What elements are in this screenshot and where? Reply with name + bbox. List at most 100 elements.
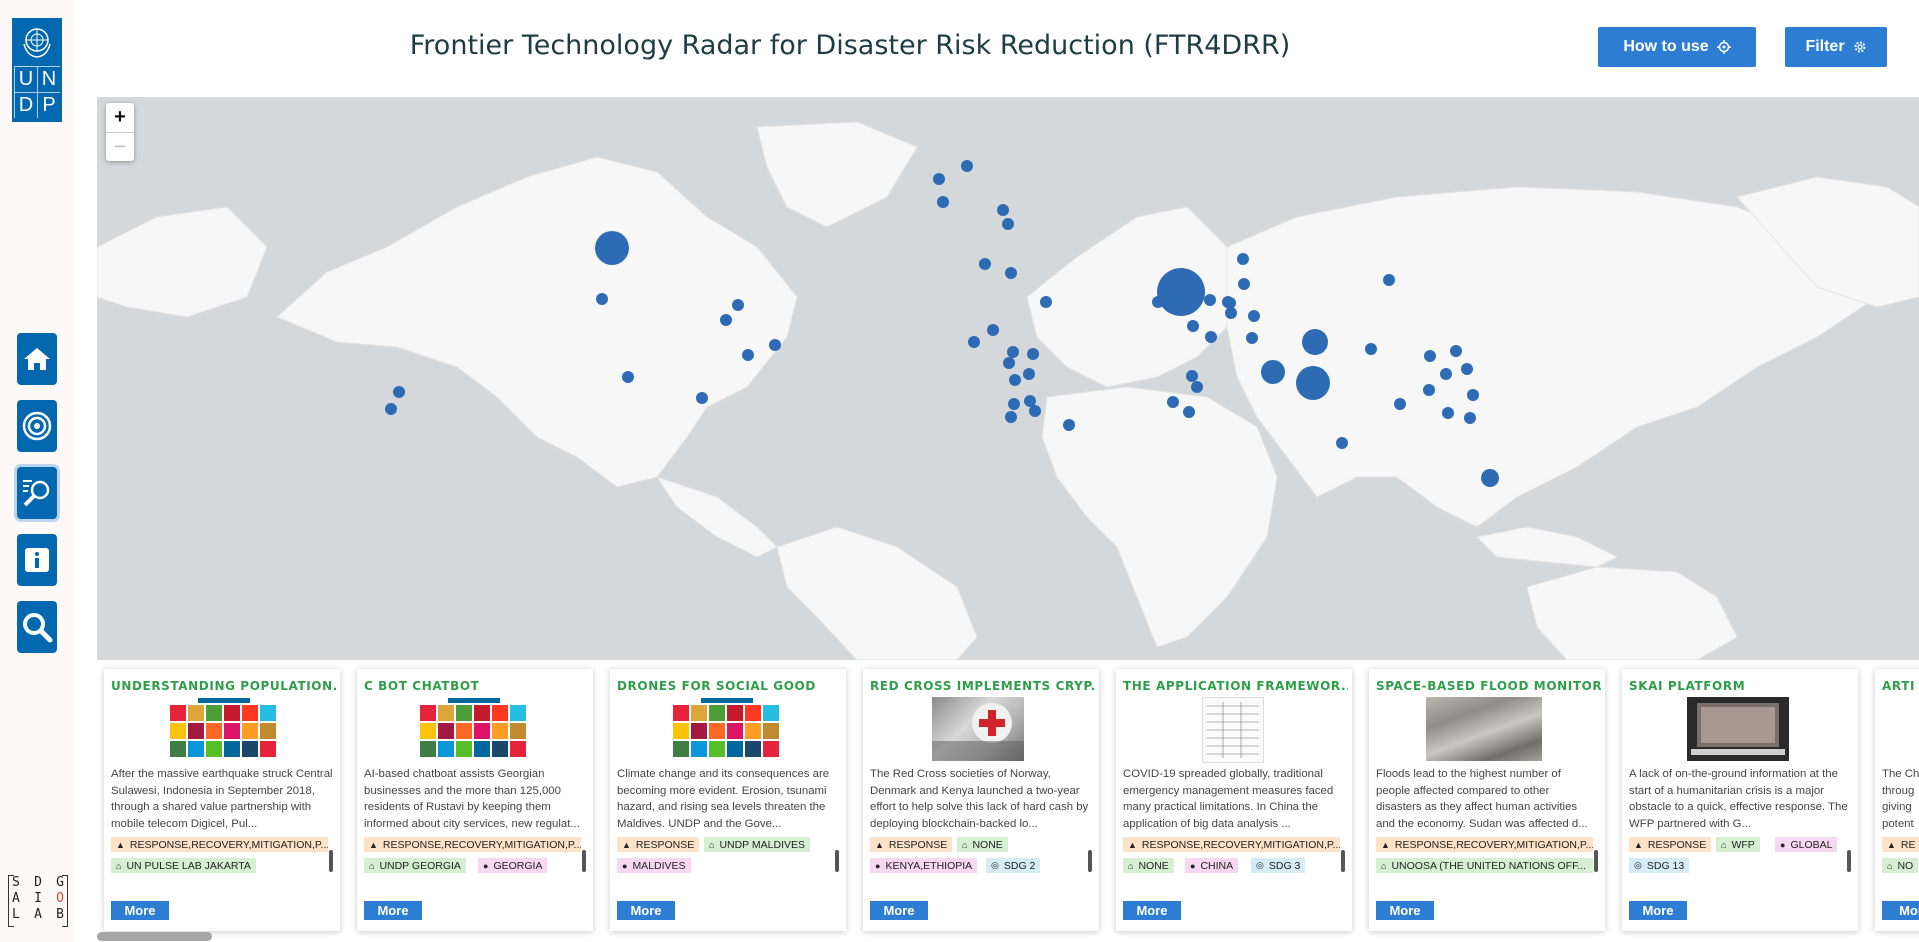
map-marker[interactable] (1423, 384, 1435, 396)
tags-scrollbar[interactable] (1847, 850, 1851, 872)
tag-phase[interactable]: ▲ RESPONSE,RECOVERY,MITIGATION,P... (364, 837, 581, 852)
project-card[interactable]: C BOT CHATBOT AI-based chatboat assists … (357, 669, 593, 931)
card-title[interactable]: SPACE-BASED FLOOD MONITOR... (1376, 679, 1601, 693)
nav-search-button[interactable] (17, 601, 57, 653)
more-button[interactable]: More (1376, 901, 1434, 920)
map-marker[interactable] (1394, 398, 1406, 410)
map-marker[interactable] (1225, 307, 1237, 319)
map-marker[interactable] (1005, 411, 1017, 423)
map-marker[interactable] (1187, 320, 1199, 332)
map-marker[interactable] (1186, 370, 1198, 382)
tag-phase[interactable]: ▲ RESPONSE (1629, 837, 1712, 852)
map-marker[interactable] (1238, 278, 1250, 290)
map-marker[interactable] (1248, 310, 1260, 322)
map-marker[interactable] (1023, 368, 1035, 380)
tag-country[interactable]: ● KENYA,ETHIOPIA (870, 858, 978, 873)
tags-scrollbar[interactable] (1594, 850, 1598, 872)
tag-country[interactable]: ● MALDIVES (617, 858, 691, 873)
map-marker[interactable] (961, 160, 973, 172)
tags-scrollbar[interactable] (835, 850, 839, 872)
map-marker[interactable] (1183, 406, 1195, 418)
map-marker[interactable] (1336, 437, 1348, 449)
map-marker[interactable] (1224, 297, 1236, 309)
tags-scrollbar[interactable] (582, 850, 586, 872)
map-marker[interactable] (1442, 407, 1454, 419)
project-card[interactable]: DRONES FOR SOCIAL GOOD Climate change an… (610, 669, 846, 931)
map-marker[interactable] (979, 258, 991, 270)
map-marker[interactable] (720, 314, 732, 326)
map-marker[interactable] (1024, 395, 1036, 407)
nav-radar-button[interactable] (17, 400, 57, 452)
map-marker[interactable] (1063, 419, 1075, 431)
map-marker[interactable] (933, 173, 945, 185)
project-card[interactable]: THE APPLICATION FRAMEWOR... COVID-19 spr… (1116, 669, 1352, 931)
filter-button[interactable]: Filter (1785, 27, 1887, 67)
tag-phase[interactable]: ▲ RE (1882, 837, 1919, 852)
tag-sdg[interactable]: ◎ SDG 13 (1629, 858, 1690, 873)
how-to-use-button[interactable]: How to use (1598, 27, 1756, 67)
card-title[interactable]: C BOT CHATBOT (364, 679, 480, 693)
map-marker[interactable] (742, 349, 754, 361)
project-card[interactable]: SKAI PLATFORM A lack of on-the-ground in… (1622, 669, 1858, 931)
tags-scrollbar[interactable] (1341, 850, 1345, 872)
map-marker[interactable] (1302, 329, 1328, 355)
map-marker[interactable] (1481, 469, 1499, 487)
map-marker[interactable] (1009, 374, 1021, 386)
map-marker[interactable] (596, 293, 608, 305)
map-marker[interactable] (1424, 350, 1436, 362)
map-marker[interactable] (769, 339, 781, 351)
map-marker[interactable] (1204, 294, 1216, 306)
tag-phase[interactable]: ▲ RESPONSE,RECOVERY,MITIGATION,P... (111, 837, 328, 852)
map-marker[interactable] (1440, 368, 1452, 380)
map-marker[interactable] (1002, 218, 1014, 230)
more-button[interactable]: More (364, 901, 422, 920)
map-marker[interactable] (1246, 332, 1258, 344)
map-marker[interactable] (1237, 253, 1249, 265)
tag-sdg[interactable]: ◎ SDG 2 (986, 858, 1041, 873)
map-marker[interactable] (732, 299, 744, 311)
map-marker[interactable] (1191, 381, 1203, 393)
project-card[interactable]: ARTI The Ch throug giving potent ▲ RE ⌂ NO… (1875, 669, 1919, 931)
tag-phase[interactable]: ▲ RESPONSE (870, 837, 953, 852)
cards-carousel[interactable]: UNDERSTANDING POPULATION... After the ma… (97, 662, 1919, 942)
map-marker[interactable] (1005, 267, 1017, 279)
project-card[interactable]: RED CROSS IMPLEMENTS CRYP... The Red Cro… (863, 669, 1099, 931)
map-marker[interactable] (1450, 345, 1462, 357)
card-title[interactable]: SKAI PLATFORM (1629, 679, 1746, 693)
tag-organization[interactable]: ⌂ UNDP GEORGIA (364, 858, 466, 873)
map-marker[interactable] (997, 204, 1009, 216)
cards-horizontal-scrollbar[interactable] (97, 932, 212, 941)
map-marker[interactable] (1467, 389, 1479, 401)
card-title[interactable]: UNDERSTANDING POPULATION... (111, 679, 336, 693)
map-marker[interactable] (1157, 268, 1205, 316)
tags-scrollbar[interactable] (1088, 850, 1092, 872)
more-button[interactable]: More (1123, 901, 1181, 920)
map-marker[interactable] (393, 386, 405, 398)
map-marker[interactable] (622, 371, 634, 383)
tag-organization[interactable]: ⌂ NONE (1123, 858, 1174, 873)
world-map[interactable] (97, 97, 1919, 660)
map-marker[interactable] (1464, 412, 1476, 424)
map-marker[interactable] (1003, 357, 1015, 369)
tag-phase[interactable]: ▲ RESPONSE,RECOVERY,MITIGATION,P... (1123, 837, 1340, 852)
undp-logo[interactable]: U N D P (12, 18, 62, 122)
map-marker[interactable] (1029, 405, 1041, 417)
tag-country[interactable]: ● GEORGIA (478, 858, 548, 873)
tag-organization[interactable]: ⌂ NONE (957, 837, 1008, 852)
map-marker[interactable] (595, 231, 629, 265)
map-marker[interactable] (1383, 274, 1395, 286)
tag-country[interactable]: ● GLOBAL (1775, 837, 1838, 852)
map-marker[interactable] (1296, 366, 1330, 400)
tags-scrollbar[interactable] (329, 850, 333, 872)
map-marker[interactable] (1365, 343, 1377, 355)
map-marker[interactable] (1205, 331, 1217, 343)
map-marker[interactable] (1008, 398, 1020, 410)
card-title[interactable]: ARTI (1882, 679, 1916, 693)
tag-organization[interactable]: ⌂ UN PULSE LAB JAKARTA (111, 858, 256, 873)
zoom-out-button[interactable]: − (114, 136, 126, 158)
map-marker[interactable] (1167, 396, 1179, 408)
tag-phase[interactable]: ▲ RESPONSE (617, 837, 700, 852)
more-button[interactable]: Mor (1882, 901, 1919, 920)
map-marker[interactable] (1261, 360, 1285, 384)
tag-organization[interactable]: ⌂ WFP (1716, 837, 1760, 852)
